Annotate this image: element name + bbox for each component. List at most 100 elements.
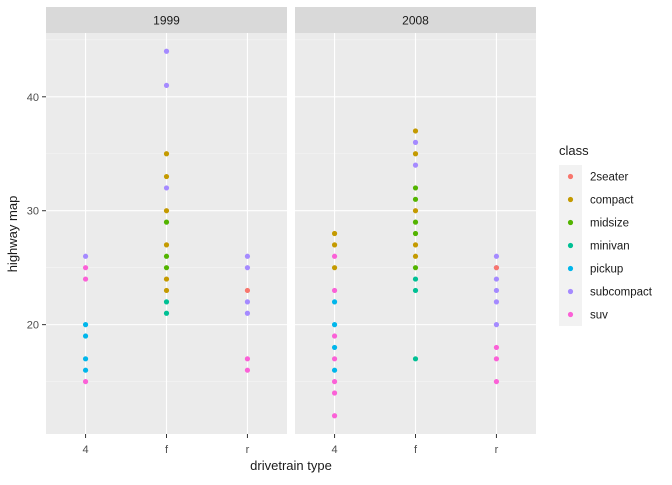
data-point-pickup [82, 356, 89, 362]
x-tick-label: r [246, 444, 250, 456]
data-point-compact [412, 151, 419, 157]
x-tick-label: f [165, 444, 169, 456]
data-point-subcompact [493, 287, 500, 294]
data-point-compact [331, 242, 338, 248]
x-axis: 4 f r 4 f r [83, 434, 499, 456]
x-tick-label: r [495, 444, 499, 456]
data-point-suv [493, 378, 500, 385]
data-point-pickup [331, 299, 338, 305]
data-point-minivan [163, 299, 170, 305]
legend-label: 2seater [590, 172, 629, 184]
data-point-subcompact [163, 185, 170, 191]
data-point-suv [244, 367, 251, 373]
data-point-midsize [412, 219, 419, 225]
legend-key-dot [567, 196, 574, 203]
data-point-compact [331, 265, 338, 271]
data-point-suv [331, 287, 338, 294]
data-point-2seater [244, 287, 251, 294]
data-point-subcompact [493, 322, 500, 328]
data-point-compact [412, 128, 419, 134]
y-axis-title: highway map [5, 196, 20, 273]
data-point-subcompact [244, 253, 251, 259]
legend-title: class [559, 143, 589, 158]
data-point-midsize [163, 253, 170, 259]
data-point-midsize [163, 219, 170, 225]
facet-strip-1999 [46, 7, 287, 33]
data-point-midsize [412, 185, 419, 191]
facet-label-2008: 2008 [402, 14, 429, 28]
data-point-suv [493, 356, 500, 362]
legend-key-dot [567, 288, 574, 295]
legend-item-subcompact: subcompact [559, 280, 653, 303]
data-point-pickup [331, 367, 338, 373]
data-point-compact [163, 151, 170, 157]
data-point-subcompact [244, 310, 251, 316]
data-point-midsize [412, 230, 419, 237]
data-point-subcompact [493, 253, 500, 259]
data-point-suv [331, 378, 338, 385]
legend-key-dot [567, 219, 574, 226]
data-point-minivan [163, 310, 170, 316]
data-point-subcompact [244, 265, 251, 271]
y-tick-label: 20 [27, 320, 39, 332]
data-point-suv [493, 344, 500, 351]
data-point-pickup [331, 344, 338, 351]
legend-label: midsize [590, 218, 629, 230]
legend-key-dot [567, 311, 574, 318]
legend-label: compact [590, 195, 634, 207]
data-point-midsize [163, 265, 170, 271]
data-point-suv [331, 253, 338, 259]
data-point-suv [331, 413, 338, 419]
data-point-midsize [412, 265, 419, 271]
legend-label: pickup [590, 264, 623, 276]
y-tick-label: 40 [27, 92, 39, 104]
legend-label: subcompact [590, 287, 653, 299]
data-point-compact [163, 287, 170, 294]
data-point-midsize [412, 196, 419, 202]
legend-item-midsize: midsize [559, 211, 629, 234]
data-point-minivan [412, 276, 419, 282]
facet-strip-2008 [295, 7, 536, 33]
data-point-minivan [412, 287, 419, 294]
data-point-suv [82, 265, 89, 271]
x-axis-title: drivetrain type [250, 458, 332, 473]
data-point-compact [412, 253, 419, 259]
data-point-suv [82, 276, 89, 282]
data-point-compact [412, 208, 419, 214]
legend: class 2seater compact midsize minivan pickup… [559, 143, 653, 326]
data-point-compact [163, 173, 170, 180]
data-point-subcompact [412, 162, 419, 168]
legend-key-dot [567, 265, 574, 272]
legend-item-compact: compact [559, 188, 634, 211]
data-point-pickup [82, 367, 89, 373]
points-1999 [82, 48, 251, 385]
data-point-suv [331, 356, 338, 362]
data-point-subcompact [163, 48, 170, 54]
data-point-2seater [493, 265, 500, 271]
data-point-suv [244, 356, 251, 362]
facet-panel-1999: 1999 [46, 7, 287, 434]
data-point-compact [412, 242, 419, 248]
data-point-pickup [82, 333, 89, 339]
legend-label: suv [590, 310, 608, 322]
legend-item-minivan: minivan [559, 234, 630, 257]
data-point-minivan [412, 356, 419, 362]
legend-key-dot [567, 173, 574, 180]
data-point-subcompact [493, 299, 500, 305]
x-tick-label: 4 [332, 444, 338, 456]
legend-items: 2seater compact midsize minivan pickup subcom… [559, 165, 653, 326]
data-point-subcompact [82, 253, 89, 259]
data-point-suv [331, 333, 338, 339]
legend-item-pickup: pickup [559, 257, 623, 280]
x-tick-label: f [414, 444, 418, 456]
data-point-subcompact [412, 139, 419, 145]
legend-key-dot [567, 242, 574, 249]
data-point-suv [82, 378, 89, 385]
data-point-subcompact [244, 299, 251, 305]
data-point-compact [163, 276, 170, 282]
legend-item-suv: suv [559, 303, 608, 326]
data-point-pickup [82, 322, 89, 328]
data-point-subcompact [493, 276, 500, 282]
y-tick-label: 30 [27, 206, 39, 218]
